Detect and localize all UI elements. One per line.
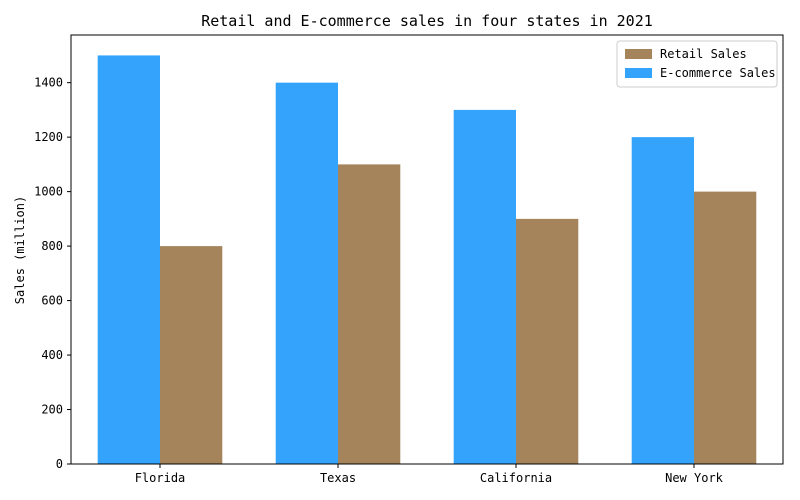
bar-e-commerce-sales-texas: [275, 82, 338, 465]
y-tick-label: 1400: [34, 76, 63, 90]
bars-group: [97, 55, 757, 465]
chart-title: Retail and E-commerce sales in four stat…: [201, 12, 653, 30]
x-axis: Florida Texas California New York: [135, 464, 724, 485]
x-tick-label-new-york: New York: [665, 471, 724, 485]
legend-swatch-retail-sales: [625, 49, 652, 59]
legend-swatch-e-commerce-sales: [625, 68, 652, 78]
x-tick-label-florida: Florida: [135, 471, 186, 485]
y-axis-label: Sales (million): [13, 196, 27, 304]
y-tick-label: 400: [41, 348, 63, 362]
y-tick-label: 800: [41, 239, 63, 253]
legend-label-retail-sales: Retail Sales: [660, 47, 747, 61]
plot-frame: [70, 34, 784, 465]
y-tick-label: 1200: [34, 130, 63, 144]
x-tick-label-california: California: [480, 471, 552, 485]
x-tick-label-texas: Texas: [320, 471, 356, 485]
y-axis: 0 200 400 600 800 1000 1200 1400: [34, 76, 71, 471]
bar-retail-sales-california: [516, 218, 579, 464]
y-tick-label: 200: [41, 403, 63, 417]
y-tick-label: 0: [56, 457, 63, 471]
legend-frame: [616, 40, 778, 88]
legend-label-e-commerce-sales: E-commerce Sales: [660, 66, 776, 80]
y-tick-label: 1000: [34, 185, 63, 199]
bar-e-commerce-sales-new-york: [631, 137, 694, 464]
bar-e-commerce-sales-florida: [97, 55, 160, 465]
y-tick-label: 600: [41, 294, 63, 308]
bar-retail-sales-florida: [160, 246, 223, 464]
bar-retail-sales-new-york: [694, 191, 757, 464]
bar-e-commerce-sales-california: [453, 109, 516, 465]
legend: Retail Sales E-commerce Sales: [616, 40, 778, 88]
bar-retail-sales-texas: [338, 164, 401, 464]
